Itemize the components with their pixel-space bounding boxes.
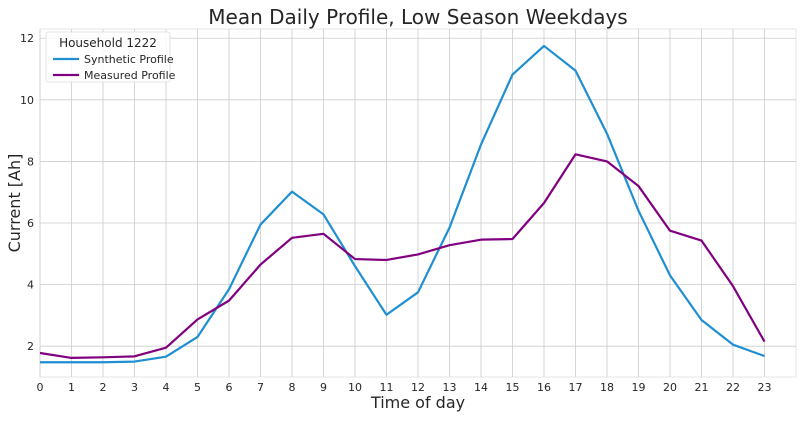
legend-title: Household 1222 <box>59 36 157 50</box>
y-tick-label: 6 <box>27 217 34 230</box>
x-tick-labels: 0 1 2 3 4 5 6 7 8 9 10 11 12 13 14 15 16 17 18 19 20 21 22 23 <box>37 381 772 394</box>
y-tick-label: 2 <box>27 340 34 353</box>
x-tick-label: 22 <box>726 381 740 394</box>
x-tick-label: 9 <box>320 381 327 394</box>
x-tick-label: 1 <box>68 381 75 394</box>
legend-label-measured: Measured Profile <box>84 69 176 82</box>
grid <box>39 29 796 377</box>
x-tick-label: 20 <box>663 381 677 394</box>
legend-label-synthetic: Synthetic Profile <box>84 53 174 66</box>
x-tick-label: 16 <box>537 381 551 394</box>
x-axis-label: Time of day <box>370 393 465 412</box>
y-tick-label: 10 <box>20 94 34 107</box>
y-axis-label: Current [Ah] <box>5 154 24 253</box>
y-tick-label: 4 <box>27 279 34 292</box>
x-tick-label: 2 <box>100 381 107 394</box>
y-tick-labels: 2 4 6 8 10 12 <box>20 32 34 353</box>
series-lines <box>39 44 766 364</box>
x-tick-label: 7 <box>257 381 264 394</box>
measured-profile-line <box>39 153 766 360</box>
x-tick-label: 8 <box>289 381 296 394</box>
x-tick-label: 12 <box>411 381 425 394</box>
x-tick-label: 10 <box>348 381 362 394</box>
x-tick-label: 17 <box>569 381 583 394</box>
x-tick-label: 21 <box>695 381 709 394</box>
x-tick-label: 13 <box>443 381 457 394</box>
legend-box <box>45 31 171 83</box>
x-tick-label: 3 <box>131 381 138 394</box>
x-tick-label: 0 <box>37 381 44 394</box>
y-tick-label: 8 <box>27 155 34 168</box>
x-tick-label: 11 <box>380 381 394 394</box>
x-tick-label: 19 <box>632 381 646 394</box>
x-tick-label: 15 <box>506 381 520 394</box>
x-tick-label: 23 <box>758 381 772 394</box>
x-tick-label: 6 <box>226 381 233 394</box>
x-tick-label: 5 <box>194 381 201 394</box>
y-tick-label: 12 <box>20 32 34 45</box>
chart-title: Mean Daily Profile, Low Season Weekdays <box>208 5 627 29</box>
synthetic-profile-line <box>40 44 765 364</box>
x-tick-label: 4 <box>163 381 170 394</box>
x-tick-label: 18 <box>600 381 614 394</box>
x-tick-label: 14 <box>474 381 488 394</box>
legend: Household 1222 Synthetic Profile Measure… <box>45 31 176 83</box>
